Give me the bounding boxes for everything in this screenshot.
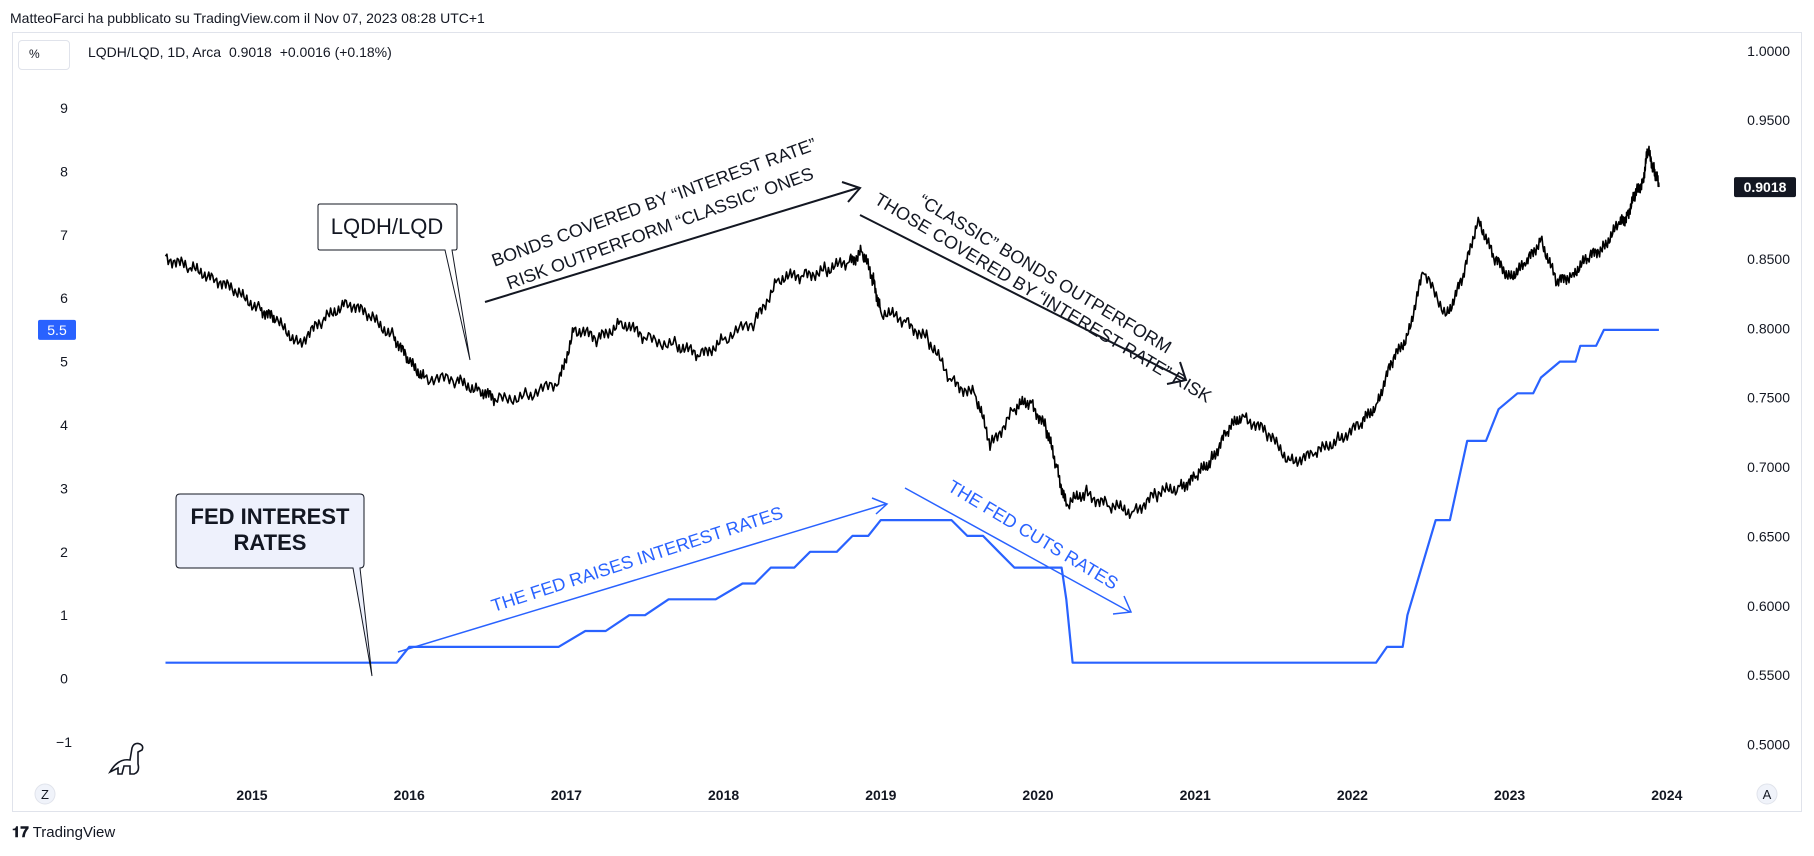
- fed-callout-line1: FED INTEREST: [191, 504, 350, 529]
- fed-callout-line2: RATES: [234, 530, 307, 555]
- left-axis-tick-label: 3: [60, 480, 68, 496]
- fed-raises-text: THE FED RAISES INTEREST RATES: [489, 503, 786, 616]
- z-button-label: Z: [41, 787, 49, 802]
- time-axis-tick-label: 2020: [1022, 787, 1053, 803]
- right-axis-tick-label: 0.5000: [1747, 737, 1790, 753]
- lqdh-callout: LQDH/LQD: [317, 203, 471, 361]
- bonds-up-arrowhead: [841, 181, 862, 203]
- publish-line: MatteoFarci ha pubblicato su TradingView…: [10, 10, 485, 26]
- lqdh-callout-text: LQDH/LQD: [331, 214, 443, 239]
- left-axis-tick-label: 4: [60, 417, 68, 433]
- rate-value-badge: 5.5: [38, 319, 76, 340]
- left-axis-tick-label: 7: [60, 227, 68, 243]
- left-axis: −1 0 1 2 3 4 5 6 7 8 9: [56, 100, 72, 750]
- price-badge-text: 0.9018: [1744, 179, 1787, 195]
- rate-badge-text: 5.5: [47, 322, 67, 338]
- bonds-down-arrow: [859, 214, 1185, 380]
- legend-symbol[interactable]: LQDH/LQD: [88, 44, 160, 60]
- left-axis-tick-label: 1: [60, 607, 68, 623]
- right-axis-tick-label: 0.6000: [1747, 598, 1790, 614]
- a-button-label: A: [1763, 787, 1772, 802]
- symbol-legend: LQDH/LQD, 1D, Arca 0.9018 +0.0016 (+0.18…: [88, 44, 392, 60]
- a-button[interactable]: A: [1756, 783, 1778, 805]
- right-axis-tick-label: 0.7500: [1747, 390, 1790, 406]
- fed-rates-series-line: [165, 328, 1659, 664]
- z-button[interactable]: Z: [34, 783, 56, 805]
- time-axis-tick-label: 2019: [865, 787, 896, 803]
- percent-scale-button[interactable]: %: [18, 40, 70, 70]
- time-axis-tick-label: 2016: [394, 787, 425, 803]
- fed-cuts-annotation: THE FED CUTS RATES: [904, 476, 1133, 615]
- right-axis-tick-label: 0.8500: [1747, 251, 1790, 267]
- time-axis-tick-label: 2015: [236, 787, 267, 803]
- time-axis-tick-label: 2023: [1494, 787, 1525, 803]
- left-axis-tick-label: 5: [60, 354, 68, 370]
- fed-callout: FED INTEREST RATES: [175, 493, 373, 677]
- left-axis-tick-label: 6: [60, 290, 68, 306]
- dinosaur-icon[interactable]: [107, 742, 144, 775]
- right-axis-tick-label: 0.7000: [1747, 459, 1790, 475]
- right-axis-tick-label: 1.0000: [1747, 43, 1790, 59]
- time-axis: 2015 2016 2017 2018 2019 2020 2021 2022 2023 2024: [236, 787, 1682, 803]
- tradingview-logo[interactable]: 𝟏𝟕 TradingView: [12, 824, 115, 841]
- time-axis-tick-label: 2022: [1337, 787, 1368, 803]
- legend-change: +0.0016 (+0.18%): [279, 44, 392, 60]
- legend-exchange: Arca: [192, 44, 222, 60]
- right-axis: 0.5000 0.5500 0.6000 0.6500 0.7000 0.7500 0.80…: [1747, 43, 1790, 753]
- left-axis-tick-label: 2: [60, 544, 68, 560]
- fed-raises-arrow: [397, 503, 887, 653]
- legend-interval: 1D: [167, 44, 186, 60]
- right-axis-tick-label: 0.5500: [1747, 667, 1790, 683]
- right-axis-tick-label: 0.9500: [1747, 112, 1790, 128]
- right-axis-tick-label: 0.8000: [1747, 320, 1790, 336]
- fed-cuts-arrowhead: [1112, 595, 1133, 615]
- bonds-down-annotation: “CLASSIC” BONDS OUTPERFORM THOSE COVERED…: [859, 189, 1215, 407]
- chart-frame: [12, 32, 1802, 812]
- fed-raises-arrowhead: [871, 497, 889, 515]
- price-value-badge: 0.9018: [1734, 177, 1796, 198]
- left-axis-tick-label: −1: [56, 734, 72, 750]
- right-axis-tick-label: 0.6500: [1747, 528, 1790, 544]
- series-layer: [164, 145, 1660, 664]
- bonds-up-arrow: [484, 187, 859, 303]
- time-axis-tick-label: 2018: [708, 787, 739, 803]
- tradingview-logo-icon: 𝟏𝟕: [12, 824, 29, 841]
- left-axis-tick-label: 0: [60, 671, 68, 687]
- left-axis-tick-label: 9: [60, 100, 68, 116]
- bonds-down-arrowhead: [1166, 361, 1188, 385]
- tradingview-logo-text: TradingView: [32, 824, 116, 841]
- legend-value: 0.9018: [228, 44, 272, 60]
- fed-cuts-arrow: [904, 487, 1131, 613]
- bonds-down-line1: “CLASSIC” BONDS OUTPERFORM: [915, 190, 1175, 357]
- bonds-down-line2: THOSE COVERED BY “INTEREST RATE” RISK: [871, 189, 1215, 407]
- time-axis-tick-label: 2024: [1651, 787, 1682, 803]
- lqdh-lqd-series-line: [164, 145, 1660, 519]
- time-axis-tick-label: 2021: [1180, 787, 1211, 803]
- time-axis-tick-label: 2017: [551, 787, 582, 803]
- fed-raises-annotation: THE FED RAISES INTEREST RATES: [397, 497, 889, 653]
- left-axis-tick-label: 8: [60, 163, 68, 179]
